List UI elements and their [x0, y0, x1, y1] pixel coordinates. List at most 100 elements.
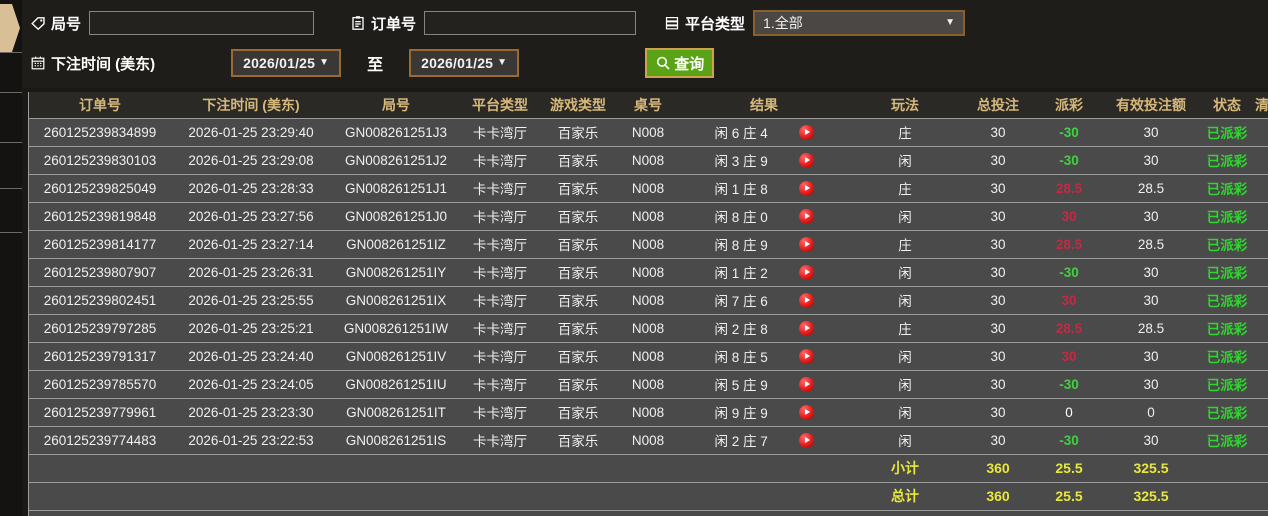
cell-result: 闲 1 庄 2	[679, 258, 849, 287]
col-overflow[interactable]: 清	[1255, 92, 1268, 119]
cell-payout: 30	[1035, 286, 1103, 315]
table-row[interactable]: 260125239791317 2026-01-25 23:24:40 GN0082…	[29, 342, 1268, 371]
table-row[interactable]: 260125239802451 2026-01-25 23:25:55 GN0082…	[29, 286, 1268, 315]
play-circle-icon[interactable]	[798, 236, 814, 252]
play-circle-icon[interactable]	[798, 264, 814, 280]
cell-game-type	[539, 482, 617, 511]
calendar-icon	[30, 55, 46, 71]
cell-table-no: N008	[617, 230, 679, 259]
play-circle-icon[interactable]	[798, 432, 814, 448]
cell-overflow	[1255, 454, 1268, 483]
bet-time-to-value: 2026/01/25	[421, 55, 494, 71]
cell-valid-bet: 30	[1103, 426, 1199, 455]
bet-records-table: 订单号 下注时间 (美东) 局号 平台类型 游戏类型 桌号 结果 玩法 总投注 …	[29, 92, 1268, 511]
cell-round-no: GN008261251IW	[331, 314, 461, 343]
cell-payout: 28.5	[1035, 174, 1103, 203]
cell-total-bet: 30	[961, 342, 1035, 371]
cell-bet-time: 2026-01-25 23:29:08	[171, 146, 331, 175]
cell-play-type: 庄	[849, 230, 961, 259]
table-row[interactable]: 260125239814177 2026-01-25 23:27:14 GN0082…	[29, 230, 1268, 259]
col-game-type[interactable]: 游戏类型	[539, 92, 617, 119]
table-summary-row: 小计 360 25.5 325.5	[29, 454, 1268, 483]
play-circle-icon[interactable]	[798, 376, 814, 392]
table-row[interactable]: 260125239807907 2026-01-25 23:26:31 GN0082…	[29, 258, 1268, 287]
col-round-no[interactable]: 局号	[331, 92, 461, 119]
col-bet-time[interactable]: 下注时间 (美东)	[171, 92, 331, 119]
cell-bet-time	[171, 482, 331, 511]
table-row[interactable]: 260125239785570 2026-01-25 23:24:05 GN0082…	[29, 370, 1268, 399]
table-row[interactable]: 260125239774483 2026-01-25 23:22:53 GN0082…	[29, 426, 1268, 455]
play-circle-icon[interactable]	[798, 152, 814, 168]
cell-overflow	[1255, 230, 1268, 259]
table-row[interactable]: 260125239779961 2026-01-25 23:23:30 GN0082…	[29, 398, 1268, 427]
cell-result	[679, 482, 849, 511]
cell-result: 闲 3 庄 9	[679, 146, 849, 175]
col-status[interactable]: 状态	[1199, 92, 1255, 119]
table-row[interactable]: 260125239830103 2026-01-25 23:29:08 GN0082…	[29, 146, 1268, 175]
cell-table-no: N008	[617, 118, 679, 147]
cell-status: 已派彩	[1199, 174, 1255, 203]
cell-valid-bet: 0	[1103, 398, 1199, 427]
round-no-input[interactable]	[89, 11, 315, 35]
col-valid-bet[interactable]: 有效投注额	[1103, 92, 1199, 119]
cell-result: 闲 5 庄 9	[679, 370, 849, 399]
platform-type-select[interactable]: 1.全部 ▼	[753, 10, 966, 36]
table-row[interactable]: 260125239819848 2026-01-25 23:27:56 GN0082…	[29, 202, 1268, 231]
cell-round-no: GN008261251J3	[331, 118, 461, 147]
col-order-no[interactable]: 订单号	[29, 92, 171, 119]
cell-total-bet: 30	[961, 314, 1035, 343]
bet-time-from-picker[interactable]: 2026/01/25 ▼	[231, 49, 342, 77]
round-no-label-text: 局号	[51, 15, 82, 33]
cell-status: 已派彩	[1199, 286, 1255, 315]
cell-game-type: 百家乐	[539, 174, 617, 203]
cell-play-type: 庄	[849, 314, 961, 343]
bet-time-to-picker[interactable]: 2026/01/25 ▼	[409, 49, 520, 77]
bet-records-table-wrapper[interactable]: 订单号 下注时间 (美东) 局号 平台类型 游戏类型 桌号 结果 玩法 总投注 …	[28, 92, 1268, 516]
play-circle-icon[interactable]	[798, 292, 814, 308]
bet-time-label-text: 下注时间 (美东)	[51, 55, 156, 73]
result-text: 闲 7 庄 6	[714, 294, 768, 309]
play-circle-icon[interactable]	[798, 124, 814, 140]
play-circle-icon[interactable]	[798, 208, 814, 224]
cell-order-no: 260125239834899	[29, 118, 171, 147]
cell-result: 闲 2 庄 8	[679, 314, 849, 343]
col-result[interactable]: 结果	[679, 92, 849, 119]
cell-play-type: 闲	[849, 398, 961, 427]
play-circle-icon[interactable]	[798, 180, 814, 196]
cell-game-type: 百家乐	[539, 258, 617, 287]
col-platform[interactable]: 平台类型	[461, 92, 539, 119]
cell-overflow	[1255, 342, 1268, 371]
col-payout[interactable]: 派彩	[1035, 92, 1103, 119]
rail-divider	[0, 92, 22, 93]
cell-game-type: 百家乐	[539, 426, 617, 455]
cell-payout: 30	[1035, 202, 1103, 231]
cell-round-no: GN008261251IZ	[331, 230, 461, 259]
cell-status: 已派彩	[1199, 370, 1255, 399]
cell-table-no: N008	[617, 202, 679, 231]
cell-status	[1199, 454, 1255, 483]
col-table-no[interactable]: 桌号	[617, 92, 679, 119]
cell-status: 已派彩	[1199, 202, 1255, 231]
result-text: 闲 8 庄 5	[714, 350, 768, 365]
cell-total-bet: 30	[961, 426, 1035, 455]
col-total-bet[interactable]: 总投注	[961, 92, 1035, 119]
play-circle-icon[interactable]	[798, 348, 814, 364]
order-no-label-text: 订单号	[371, 15, 417, 33]
table-row[interactable]: 260125239825049 2026-01-25 23:28:33 GN0082…	[29, 174, 1268, 203]
cell-result: 闲 2 庄 7	[679, 426, 849, 455]
col-play-type[interactable]: 玩法	[849, 92, 961, 119]
play-circle-icon[interactable]	[798, 404, 814, 420]
cell-overflow	[1255, 258, 1268, 287]
cell-result: 闲 8 庄 0	[679, 202, 849, 231]
result-text: 闲 6 庄 4	[714, 126, 768, 141]
cell-status: 已派彩	[1199, 230, 1255, 259]
sidebar-toggle-arrow[interactable]	[0, 4, 20, 52]
cell-play-type: 闲	[849, 370, 961, 399]
table-row[interactable]: 260125239834899 2026-01-25 23:29:40 GN0082…	[29, 118, 1268, 147]
order-no-input[interactable]	[424, 11, 637, 35]
table-row[interactable]: 260125239797285 2026-01-25 23:25:21 GN0082…	[29, 314, 1268, 343]
search-button[interactable]: 查询	[645, 48, 715, 78]
play-circle-icon[interactable]	[798, 320, 814, 336]
cell-order-no: 260125239819848	[29, 202, 171, 231]
